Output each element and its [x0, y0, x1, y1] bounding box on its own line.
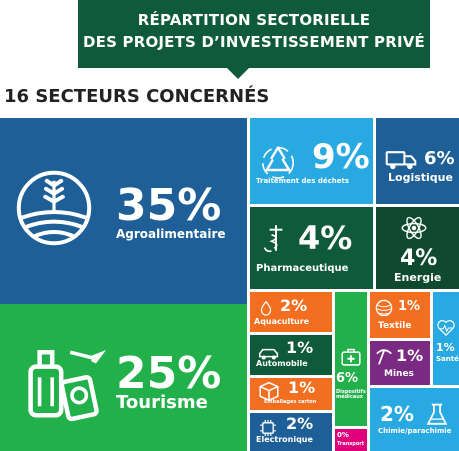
treemap-value-aquaculture: 2% — [280, 296, 308, 315]
treemap-value-emballages: 1% — [288, 378, 316, 397]
treemap-tile-automobile: 1% Automobile — [250, 335, 332, 375]
treemap-label-aquaculture: Aquaculture — [254, 317, 310, 326]
chart-title-line2: DES PROJETS D’INVESTISSEMENT PRIVÉ — [82, 33, 425, 51]
flask-icon — [424, 402, 450, 428]
treemap-value-dispositifs: 6% — [336, 371, 359, 386]
title-banner: RÉPARTITION SECTORIELLE DES PROJETS D’IN… — [78, 0, 430, 68]
treemap-value-automobile: 1% — [286, 338, 314, 357]
treemap-label-automobile: Automobile — [256, 359, 308, 368]
treemap-value-energie: 4% — [400, 246, 438, 271]
heartbeat-icon — [436, 318, 456, 338]
carton-box-icon — [258, 380, 280, 402]
chart-subtitle: 16 SECTEURS CONCERNÉS — [4, 86, 270, 107]
treemap-value-mines: 1% — [396, 346, 424, 365]
pharmacy-icon — [260, 222, 292, 254]
wheat-field-icon — [14, 168, 94, 248]
treemap-tile-mines: 1% Mines — [370, 341, 430, 385]
treemap-tile-tourisme: 25% Tourisme — [0, 304, 247, 451]
treemap-value-sante: 1% — [436, 341, 455, 354]
treemap-label-dispositifs: Dispositifs médicaux — [336, 389, 366, 401]
treemap-value-dechets: 9% — [312, 137, 370, 177]
treemap-tile-logistique: 6% Logistique — [376, 118, 459, 204]
treemap-label-pharma: Pharmaceutique — [256, 263, 349, 274]
treemap-tile-transport: 0% Transport — [335, 429, 367, 451]
treemap-label-mines: Mines — [384, 369, 414, 379]
luggage-passport-icon — [18, 336, 108, 426]
atom-icon — [400, 214, 428, 242]
delivery-truck-icon — [384, 142, 418, 176]
treemap-label-sante: Santé — [436, 355, 459, 363]
treemap-tile-pharma: 4% Pharmaceutique — [250, 207, 373, 289]
medical-kit-icon — [340, 346, 362, 368]
treemap-label-tourisme: Tourisme — [116, 392, 208, 413]
car-icon — [258, 343, 280, 365]
treemap-value-logistique: 6% — [424, 148, 455, 169]
chart-title-line1: RÉPARTITION SECTORIELLE — [137, 11, 371, 29]
treemap-value-textile: 1% — [398, 299, 421, 314]
treemap-value-electronique: 2% — [286, 414, 314, 433]
treemap-label-agro: Agroalimentaire — [116, 227, 226, 241]
treemap-tile-aquaculture: 2% Aquaculture — [250, 292, 332, 332]
banner-pointer — [226, 67, 250, 79]
treemap-label-energie: Energie — [394, 271, 442, 284]
treemap-label-transport: Transport — [337, 441, 365, 447]
recycle-icon — [258, 142, 298, 182]
yarn-icon — [374, 298, 394, 318]
treemap-label-electronique: Electronique — [256, 435, 313, 444]
treemap-tile-textile: 1% Textile — [370, 292, 430, 338]
treemap-label-logistique: Logistique — [388, 171, 453, 184]
treemap-tile-electronique: 2% Electronique — [250, 413, 332, 451]
treemap-tile-emballages: 1% Emballages carton — [250, 378, 332, 410]
treemap-label-dechets: Traitement des déchets — [256, 177, 349, 185]
pickaxe-icon — [374, 346, 394, 366]
treemap-tile-chimie: 2% Chimie/parachimie — [370, 388, 459, 451]
treemap-value-tourisme: 25% — [116, 348, 222, 399]
droplet-icon — [258, 300, 274, 316]
treemap-label-textile: Textile — [378, 321, 412, 331]
treemap-tile-energie: 4% Energie — [376, 207, 459, 289]
treemap-value-chimie: 2% — [380, 402, 414, 426]
treemap-label-emballages: Emballages carton — [264, 399, 317, 405]
treemap-tile-sante: 1% Santé — [433, 292, 459, 385]
treemap-tile-agro: 35% Agroalimentaire — [0, 118, 247, 304]
treemap-tile-dechets: 9% Traitement des déchets — [250, 118, 373, 204]
treemap-tile-dispositifs: 6% Dispositifs médicaux — [335, 292, 367, 426]
chip-icon — [258, 418, 278, 438]
treemap-label-chimie: Chimie/parachimie — [378, 427, 452, 435]
treemap-value-pharma: 4% — [298, 219, 353, 257]
treemap-value-agro: 35% — [116, 180, 222, 231]
treemap-value-transport: 0% — [337, 431, 349, 439]
